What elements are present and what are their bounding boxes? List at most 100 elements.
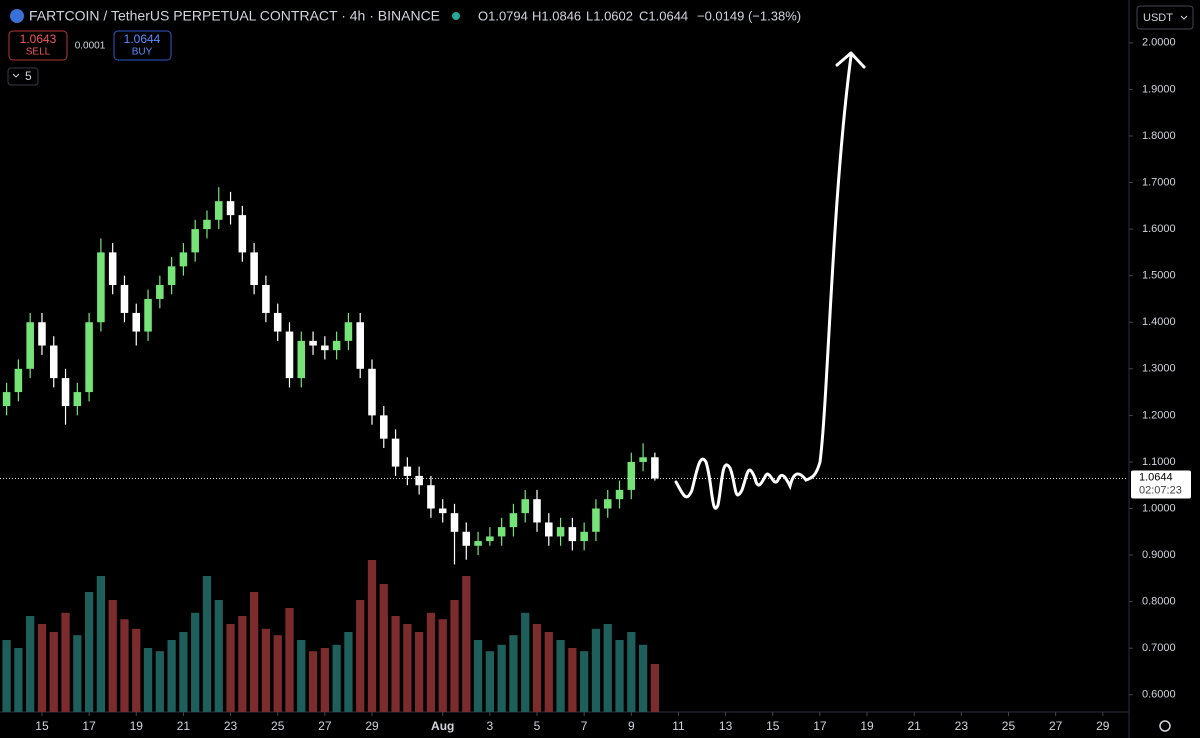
volume-bar [249,592,259,712]
candle-body [427,485,435,509]
candle-body [603,499,612,509]
volume-bar [285,608,294,712]
last-price-label: 1.0644 [1139,471,1173,483]
candle-body [285,331,294,379]
candle-body [391,438,400,467]
volume-bar [49,632,58,712]
candle-body [462,531,471,546]
y-tick-label: 1.6000 [1142,223,1176,235]
volume-bar [426,612,436,712]
volume-bar [568,648,577,712]
sell-label[interactable]: SELL [26,47,51,58]
candle-body [380,415,388,439]
x-tick-label: 9 [628,719,635,733]
candle-body [332,340,341,351]
volume-bar [415,632,424,712]
candle-body [509,513,518,528]
candle-body [651,457,659,479]
sell-button[interactable] [8,30,68,61]
volume-bar [108,600,117,712]
candle-body [556,527,565,537]
last-price-box [1131,470,1191,499]
volume-bar [14,648,23,712]
candle-body [486,536,494,542]
candle-body [61,378,70,407]
candle-body [108,252,117,285]
x-tick-label: 23 [224,719,238,733]
ohlc-close: C1.0644 [639,8,688,23]
candle-body [179,252,188,267]
volume-bar [155,651,164,712]
volume-bar [532,624,542,712]
countdown: 02:07:23 [1139,484,1182,496]
chevron [1180,15,1188,20]
volume-bar [556,640,565,712]
currency[interactable]: USDT [1143,12,1173,24]
y-tick-label: 1.7000 [1142,176,1176,188]
candle-body [238,215,247,253]
volume-bar [238,616,247,712]
volume-bar [179,632,188,712]
x-tick-label: 29 [1096,719,1110,733]
x-tick-label: 27 [1049,719,1063,733]
x-tick-label: 19 [860,719,874,733]
x-tick-label: 29 [365,719,379,733]
candle-body [450,513,459,532]
candle-body [132,312,141,332]
volume-bar [627,632,636,712]
settings-icon[interactable] [1159,720,1171,732]
x-tick-label: 13 [719,719,733,733]
x-tick-label: 3 [487,719,494,733]
volume-bar [473,640,483,712]
volume-bar [191,612,200,712]
volume-bar [226,624,235,712]
y-tick-label: 0.8000 [1142,596,1176,608]
volume-bar [403,624,412,712]
volume-bar [143,648,153,712]
candle-body [344,322,353,341]
candle-body [592,508,600,532]
buy-label[interactable]: BUY [132,47,153,58]
y-tick-label: 1.4000 [1142,316,1176,328]
candle-body [521,499,529,514]
volume-bar [120,619,129,712]
candle-body [627,461,636,490]
y-tick-label: 0.6000 [1142,689,1176,701]
x-tick-label: 15 [35,719,49,733]
candle-body [368,368,376,416]
candle-body [167,266,176,285]
volume-bar [615,640,624,712]
currency-dropdown[interactable] [1136,5,1194,30]
volume-bar [591,628,601,712]
candle-body [545,522,553,537]
y-tick-label: 1.3000 [1142,363,1176,375]
candle-body [250,252,258,285]
arrow-head [835,51,866,69]
candle-body [639,457,647,462]
candle-body [403,466,412,476]
volume-bar [61,612,70,712]
volume-bar [367,560,377,712]
x-tick-label: 17 [813,719,827,733]
candle-body [73,392,82,407]
volume-bar [2,640,11,712]
interval-dropdown[interactable] [7,67,39,86]
sell-price[interactable]: 1.0643 [20,32,57,46]
spread: 0.0001 [75,41,106,52]
buy-button[interactable] [113,30,172,61]
buy-price[interactable]: 1.0644 [124,32,161,46]
ohlc-open: O1.0794 [478,8,528,23]
symbol-icon [10,9,24,23]
interval-value[interactable]: 5 [25,69,32,83]
volume-bar [497,644,506,712]
x-tick-label: 21 [908,719,922,733]
volume-bar [26,616,35,712]
volume-bar [379,584,388,712]
y-tick-label: 0.9000 [1142,549,1176,561]
x-tick-label: 25 [271,719,285,733]
candle-body [273,312,282,332]
x-tick-label: 23 [955,719,969,733]
volume-bar [391,616,400,712]
